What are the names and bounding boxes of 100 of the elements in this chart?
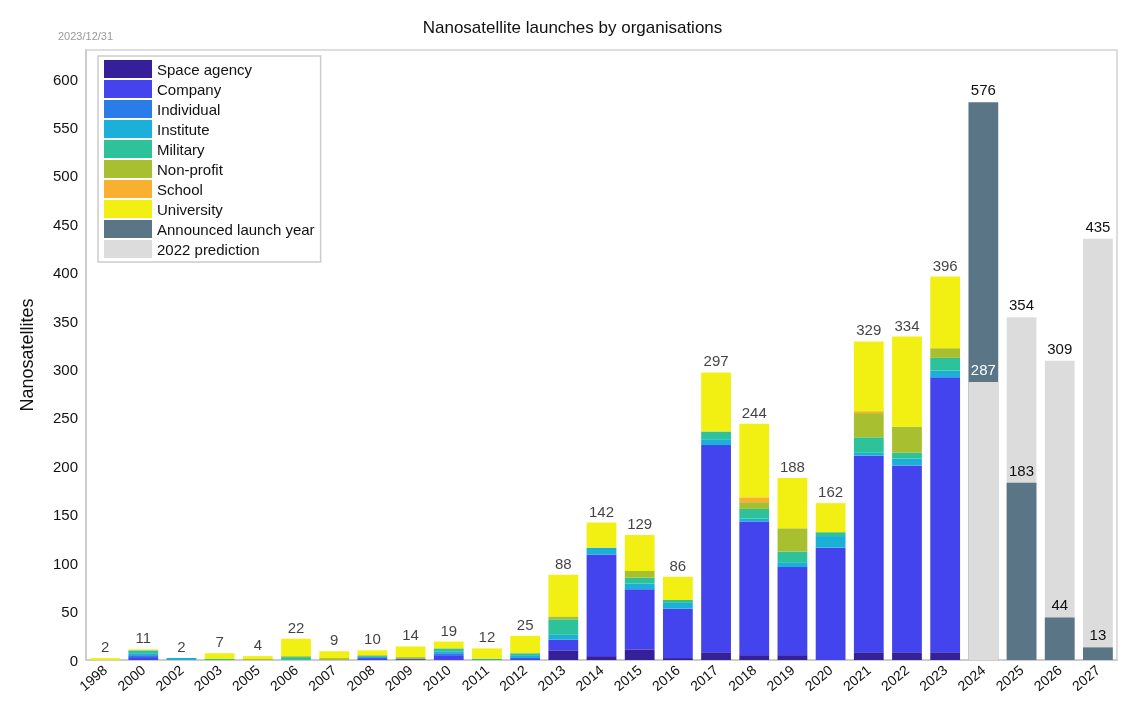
bar <box>777 551 808 563</box>
bar <box>701 431 731 440</box>
bar <box>624 589 655 650</box>
y-tick-label: 450 <box>52 215 78 233</box>
bar <box>892 652 922 660</box>
bar <box>357 650 388 656</box>
bar <box>662 599 693 603</box>
y-axis-title: Nanosatellites <box>17 298 37 412</box>
bar <box>892 336 922 427</box>
bar <box>930 377 961 653</box>
bar <box>739 508 770 519</box>
total-label: 7 <box>215 633 224 651</box>
data-label: 354 <box>1009 296 1035 314</box>
bar <box>662 576 693 600</box>
y-tick-label: 50 <box>61 603 78 621</box>
bar <box>548 639 579 651</box>
bar <box>548 650 579 660</box>
bar <box>701 652 731 660</box>
bar <box>815 532 846 537</box>
bar <box>433 655 464 660</box>
bar <box>853 652 884 660</box>
total-label: 11 <box>135 629 152 647</box>
total-label: 329 <box>856 321 882 339</box>
bar <box>853 455 884 653</box>
bar <box>739 521 770 656</box>
total-label: 396 <box>932 256 958 274</box>
data-label: 13 <box>1089 626 1107 644</box>
total-label: 162 <box>818 483 844 501</box>
bar <box>777 655 808 660</box>
legend-label: Announced launch year <box>157 220 315 238</box>
total-label: 86 <box>669 556 687 574</box>
bar <box>281 638 311 657</box>
bar <box>739 518 770 522</box>
bar <box>853 341 884 412</box>
bar <box>586 656 617 660</box>
bar <box>968 382 999 660</box>
legend-label: Institute <box>157 120 210 138</box>
bar <box>662 608 693 659</box>
total-label: 22 <box>287 618 305 636</box>
bar <box>624 577 655 584</box>
bar <box>1006 482 1037 660</box>
bar <box>739 502 770 509</box>
bar <box>815 547 846 660</box>
total-label: 4 <box>253 636 263 654</box>
text: 2023/12/31 <box>58 29 114 42</box>
data-label: 44 <box>1051 596 1069 614</box>
bar <box>701 439 731 446</box>
bar <box>548 619 579 635</box>
bar <box>892 426 922 453</box>
y-tick-label: 550 <box>52 118 78 136</box>
legend-label: University <box>157 200 224 218</box>
legend-label: Individual <box>157 100 221 118</box>
bar <box>739 423 770 498</box>
y-tick-label: 100 <box>52 554 78 572</box>
legend-label: Company <box>157 80 222 98</box>
bar <box>739 655 770 660</box>
chart-title: Nanosatellite launches by organisations <box>422 18 723 37</box>
bar <box>586 522 617 548</box>
bar <box>853 437 884 453</box>
bar <box>1044 617 1075 660</box>
data-label: 287 <box>970 361 996 379</box>
y-tick-label: 0 <box>69 651 78 669</box>
total-label: 9 <box>330 631 339 649</box>
bar <box>662 602 693 609</box>
data-label: 183 <box>1009 461 1035 479</box>
bar <box>395 646 426 658</box>
bar <box>548 616 579 620</box>
bar <box>701 445 731 653</box>
bar <box>930 276 961 349</box>
bar <box>930 370 961 378</box>
bar <box>472 648 502 660</box>
total-label: 25 <box>516 615 534 633</box>
bar <box>892 452 922 459</box>
bar <box>930 652 961 660</box>
bar <box>548 634 579 640</box>
legend-label: Space agency <box>157 60 253 78</box>
y-tick-label: 200 <box>52 457 78 475</box>
total-label: 10 <box>364 630 381 648</box>
data-label: 435 <box>1085 217 1111 235</box>
bar <box>815 503 846 533</box>
bar <box>548 574 579 617</box>
total-label: 88 <box>554 554 572 572</box>
y-tick-label: 300 <box>52 361 78 379</box>
bar <box>777 477 808 529</box>
bar <box>624 535 655 571</box>
bar <box>853 452 884 456</box>
total-label: 129 <box>627 515 653 533</box>
bar <box>701 372 731 432</box>
legend-label: Military <box>157 140 205 158</box>
data-label: 576 <box>970 81 996 99</box>
y-tick-label: 600 <box>52 70 78 88</box>
bar <box>586 554 617 657</box>
legend-label: Non-profit <box>157 160 224 178</box>
bar <box>510 635 541 654</box>
data-label: 309 <box>1047 339 1073 357</box>
total-label: 2 <box>177 638 186 656</box>
y-tick-label: 350 <box>52 312 78 330</box>
total-label: 297 <box>703 352 729 370</box>
legend-label: 2022 prediction <box>157 240 260 258</box>
total-label: 12 <box>478 628 496 646</box>
